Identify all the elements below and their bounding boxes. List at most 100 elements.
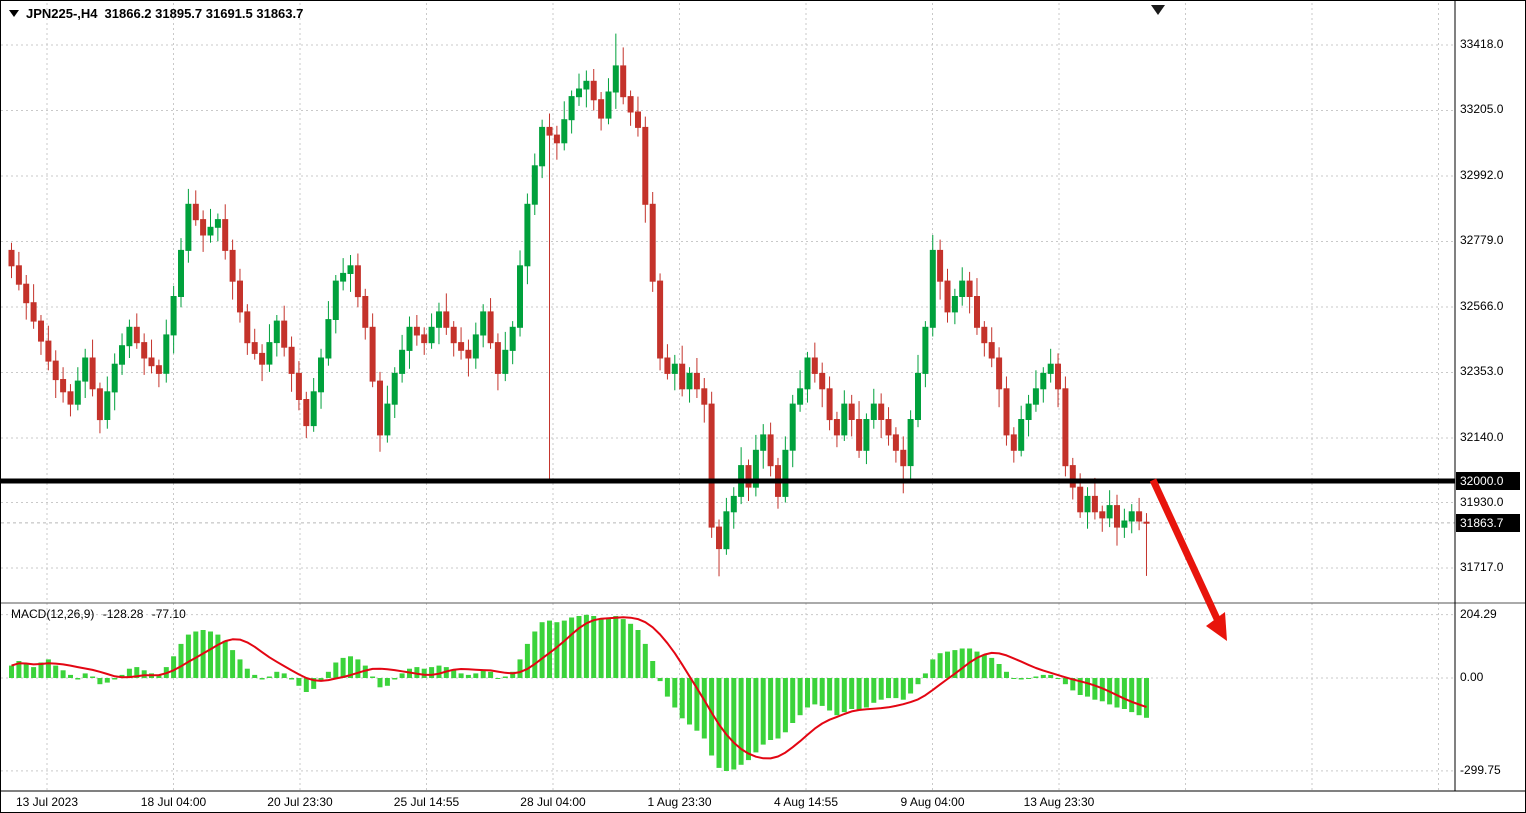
candle [1040, 367, 1047, 403]
candle-body [192, 203, 199, 221]
candle-body [561, 119, 568, 144]
macd-bar [849, 678, 855, 709]
candle [996, 347, 1003, 408]
trend-arrow-shaft[interactable] [1149, 478, 1222, 623]
candle [377, 371, 383, 452]
macd-axis-label: 204.29 [1460, 606, 1497, 621]
candle-body [163, 334, 170, 374]
candle [833, 411, 840, 448]
candle [458, 327, 465, 360]
macd-bar [60, 670, 66, 679]
macd-bar [532, 631, 538, 678]
ohlc-label: 31866.2 31895.7 31691.5 31863.7 [104, 6, 304, 21]
candle-body [635, 111, 641, 128]
candle [708, 391, 715, 538]
candle-body [244, 311, 251, 344]
candle-body [141, 342, 148, 359]
trend-arrow-head[interactable] [1206, 612, 1227, 641]
candle-body [310, 391, 317, 427]
candle-body [1025, 403, 1032, 421]
macd-bar [222, 640, 228, 678]
candle-body [266, 342, 273, 365]
candle [590, 69, 597, 111]
candle-body [480, 311, 487, 336]
macd-bar [524, 643, 530, 678]
candle [782, 436, 789, 503]
candle-body [826, 388, 833, 421]
candle-body [251, 342, 258, 354]
macd-bar [576, 616, 582, 678]
macd-bar [805, 678, 810, 708]
candle [907, 410, 914, 483]
candle-body [133, 326, 140, 344]
candle-body [937, 249, 944, 282]
candle-body [612, 65, 619, 93]
candle [67, 384, 74, 417]
candle [1018, 405, 1025, 457]
candle-body [1084, 495, 1091, 513]
macd-bar [510, 671, 516, 678]
candle-body [546, 126, 553, 136]
candle-body [693, 372, 700, 390]
candle-body [1032, 388, 1039, 405]
candle-body [406, 326, 413, 351]
candle [789, 394, 796, 468]
candle-body [332, 280, 339, 321]
candle [760, 424, 767, 469]
candle-body [487, 311, 494, 344]
candle-body [1003, 388, 1010, 436]
macd-bar [1129, 678, 1135, 713]
macd-bar [768, 678, 774, 740]
candle [384, 385, 391, 443]
candle-body [1091, 495, 1098, 513]
candle [178, 238, 184, 308]
candle [811, 342, 818, 383]
candle-body [1047, 363, 1054, 374]
macd-bar [274, 671, 280, 678]
candle-body [915, 372, 921, 420]
candle [509, 321, 516, 365]
candle [192, 190, 199, 226]
candle-body [111, 363, 118, 393]
candle [399, 334, 406, 383]
candle [642, 116, 649, 223]
macd-bar [554, 622, 560, 678]
candle-body [996, 357, 1003, 390]
candle [546, 113, 553, 480]
candle [126, 319, 133, 358]
candle-body [716, 526, 722, 550]
candle [1143, 513, 1150, 576]
candle [1114, 494, 1120, 546]
candle-body [627, 96, 634, 113]
macd-bar [974, 651, 980, 678]
macd-indicator-label: MACD(12,26,9) -128.28 -77.10 [11, 607, 191, 621]
macd-bar [1040, 674, 1046, 678]
macd-bar [75, 678, 81, 680]
time-axis-label: 9 Aug 04:00 [900, 795, 965, 809]
candle [237, 268, 243, 323]
candle-body [1121, 520, 1128, 528]
macd-bar [945, 651, 950, 678]
candle-body [421, 334, 428, 344]
macd-bar [215, 634, 221, 678]
macd-bar [1033, 676, 1039, 678]
candle [959, 267, 966, 306]
candle [870, 388, 877, 429]
candle-body [642, 126, 649, 205]
macd-bar [458, 673, 464, 678]
candle [347, 255, 354, 292]
chart-shift-marker-icon[interactable] [1151, 5, 1165, 15]
macd-bar [1004, 671, 1009, 678]
candle-body [1040, 372, 1047, 390]
macd-bar [569, 617, 575, 678]
macd-bar [1018, 678, 1024, 680]
macd-bar [9, 665, 14, 678]
candle-body [1062, 388, 1069, 467]
candle-body [148, 357, 155, 367]
chart-menu-icon[interactable] [9, 10, 19, 17]
candle [951, 288, 958, 325]
macd-bar [952, 650, 958, 678]
macd-bar [185, 634, 191, 678]
